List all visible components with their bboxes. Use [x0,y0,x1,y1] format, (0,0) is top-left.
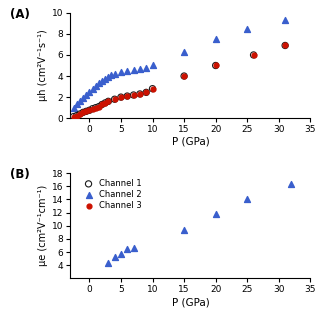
Point [87,108,92,113]
Point [118,252,124,257]
Point [283,43,288,48]
Point [77,111,83,116]
Point [137,66,142,71]
Point [150,86,155,91]
Point [251,52,256,58]
Point [125,93,130,99]
Y-axis label: μh (cm²V⁻¹s⁻¹): μh (cm²V⁻¹s⁻¹) [38,30,48,101]
Point [106,261,111,266]
Point [251,52,256,58]
Point [80,110,85,115]
Y-axis label: μe (cm²V⁻¹cm⁻¹): μe (cm²V⁻¹cm⁻¹) [38,185,48,266]
Point [106,99,111,104]
Point [109,72,114,77]
Point [90,106,95,111]
Point [93,105,98,110]
Point [283,43,288,48]
Point [150,86,155,91]
Point [125,93,130,99]
Point [137,92,142,97]
Point [71,105,76,110]
Point [74,102,79,107]
Point [80,110,85,115]
Legend: Channel 1, Channel 2, Channel 3: Channel 1, Channel 2, Channel 3 [79,178,143,211]
Point [77,99,83,104]
Point [90,86,95,91]
Point [181,74,187,79]
Point [103,76,108,82]
Point [71,114,76,119]
Point [213,211,218,216]
Point [106,99,111,104]
Text: (B): (B) [11,168,30,181]
Point [80,96,85,101]
Point [125,246,130,251]
Point [118,94,124,100]
Point [118,94,124,100]
Point [213,63,218,68]
Point [181,49,187,54]
Point [103,100,108,106]
Point [74,113,79,118]
Point [125,68,130,73]
Point [106,75,111,80]
Point [144,90,149,95]
Point [103,100,108,106]
Point [87,89,92,94]
Point [100,102,105,107]
Point [90,106,95,111]
Point [131,92,136,98]
Point [283,18,288,23]
Point [131,245,136,251]
Point [87,108,92,113]
Point [100,79,105,84]
Point [131,67,136,72]
Point [77,111,83,116]
Point [137,92,142,97]
Point [84,92,89,98]
Point [100,102,105,107]
Point [112,97,117,102]
Point [213,63,218,68]
Point [84,109,89,114]
Point [144,90,149,95]
X-axis label: P (GPa): P (GPa) [172,297,209,307]
Point [74,113,79,118]
Point [112,97,117,102]
Point [245,197,250,202]
Point [245,26,250,31]
Point [112,254,117,259]
Point [213,36,218,42]
Point [96,81,101,86]
Point [112,71,117,76]
Point [181,228,187,233]
Point [71,114,76,119]
Point [150,63,155,68]
X-axis label: P (GPa): P (GPa) [172,137,209,147]
Point [93,83,98,88]
Point [289,182,294,187]
Point [84,109,89,114]
Point [144,65,149,70]
Point [181,74,187,79]
Point [96,104,101,109]
Point [118,69,124,74]
Point [93,105,98,110]
Point [96,104,101,109]
Text: (A): (A) [11,8,30,20]
Point [131,92,136,98]
